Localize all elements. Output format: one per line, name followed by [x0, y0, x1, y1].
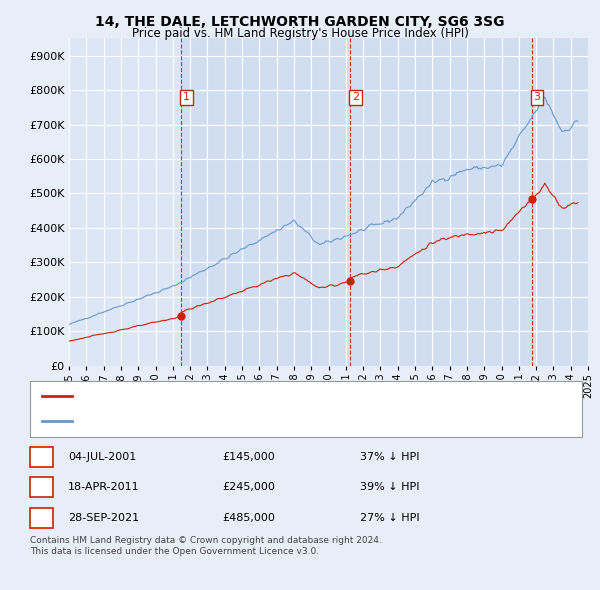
Text: £485,000: £485,000 [222, 513, 275, 523]
Text: 39% ↓ HPI: 39% ↓ HPI [360, 483, 419, 492]
Text: 2: 2 [37, 481, 46, 494]
Text: 14, THE DALE, LETCHWORTH GARDEN CITY, SG6 3SG: 14, THE DALE, LETCHWORTH GARDEN CITY, SG… [95, 15, 505, 29]
Text: £245,000: £245,000 [222, 483, 275, 492]
Text: 04-JUL-2001: 04-JUL-2001 [68, 452, 136, 461]
Text: 14, THE DALE, LETCHWORTH GARDEN CITY, SG6 3SG (detached house): 14, THE DALE, LETCHWORTH GARDEN CITY, SG… [78, 391, 449, 401]
Text: HPI: Average price, detached house, North Hertfordshire: HPI: Average price, detached house, Nort… [78, 416, 373, 426]
Text: 1: 1 [183, 92, 190, 102]
Text: 1: 1 [37, 450, 46, 463]
Text: £145,000: £145,000 [222, 452, 275, 461]
Text: 28-SEP-2021: 28-SEP-2021 [68, 513, 139, 523]
Text: 27% ↓ HPI: 27% ↓ HPI [360, 513, 419, 523]
Text: 18-APR-2011: 18-APR-2011 [68, 483, 139, 492]
Text: Price paid vs. HM Land Registry's House Price Index (HPI): Price paid vs. HM Land Registry's House … [131, 27, 469, 40]
Text: 37% ↓ HPI: 37% ↓ HPI [360, 452, 419, 461]
Text: 3: 3 [37, 512, 46, 525]
Text: 2: 2 [352, 92, 359, 102]
Text: 3: 3 [533, 92, 541, 102]
Bar [181, 38, 588, 366]
Text: Contains HM Land Registry data © Crown copyright and database right 2024.
This d: Contains HM Land Registry data © Crown c… [30, 536, 382, 556]
